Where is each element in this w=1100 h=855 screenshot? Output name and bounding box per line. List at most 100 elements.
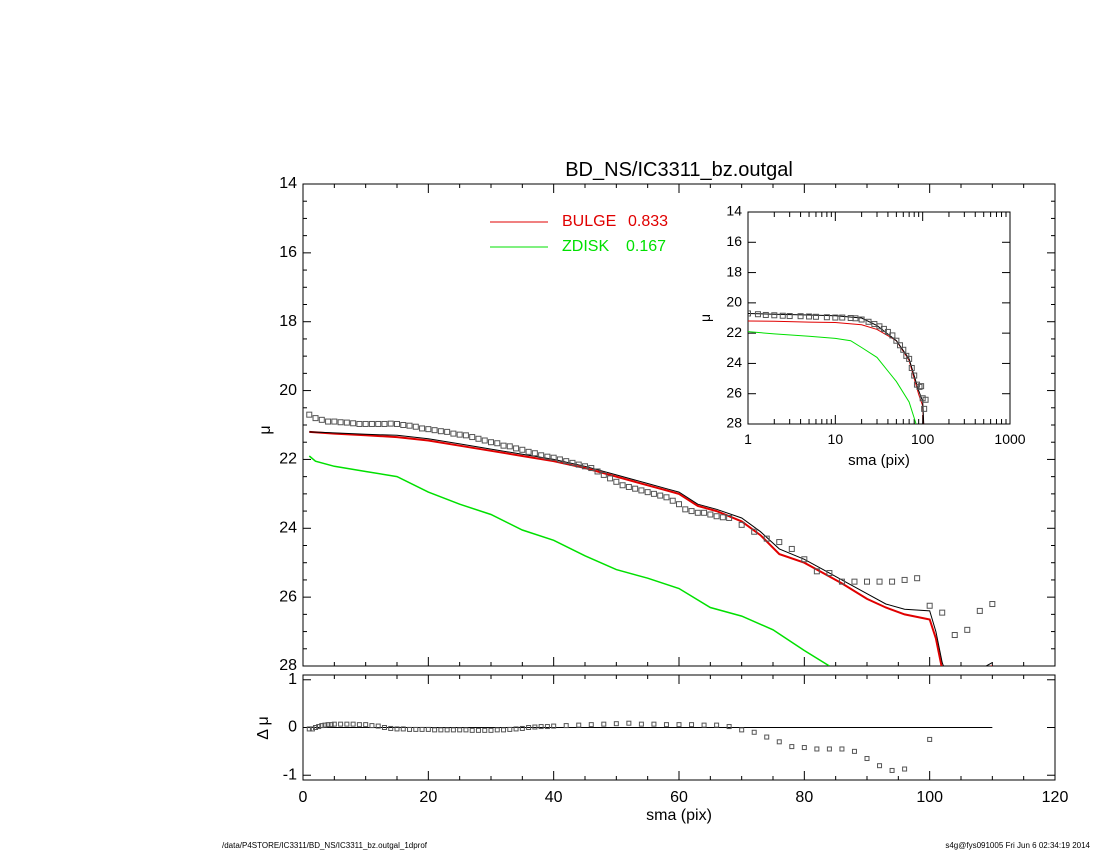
data-point (916, 383, 923, 390)
data-point (563, 458, 570, 465)
data-point (368, 420, 375, 427)
data-point (669, 497, 676, 504)
data-point (801, 745, 807, 751)
data-point (676, 722, 682, 728)
data-point (362, 420, 369, 427)
data-point (632, 485, 639, 492)
data-point (651, 721, 657, 727)
data-point (350, 721, 356, 727)
data-point (814, 746, 820, 752)
data-point (896, 342, 903, 349)
data-point (748, 310, 751, 317)
y-tick-label: 20 (726, 294, 742, 310)
data-point (475, 727, 481, 733)
data-point (475, 435, 482, 442)
data-point (356, 722, 362, 728)
data-point (407, 726, 413, 732)
y-tick-label: -1 (283, 766, 297, 783)
data-point (400, 422, 407, 428)
data-point (601, 721, 607, 727)
x-tick-label: 100 (916, 789, 943, 806)
data-point (494, 727, 500, 733)
legend-value-zdisk: 0.167 (626, 238, 666, 255)
data-point (356, 420, 363, 427)
data-point (388, 725, 394, 731)
data-point (482, 727, 488, 733)
y-tick-label: 22 (279, 451, 297, 468)
data-point (344, 721, 350, 727)
inset-series-group (748, 310, 929, 424)
data-point (751, 528, 758, 535)
legend-label-bulge: BULGE (562, 213, 616, 230)
data-point (762, 311, 769, 318)
data-point (644, 489, 651, 496)
data-point (939, 609, 946, 616)
data-point (328, 722, 334, 728)
residual-y-axis-label: Δ μ (255, 716, 272, 739)
main-y-axis-label: μ (257, 425, 274, 434)
data-point (739, 727, 745, 733)
data-point (325, 418, 332, 425)
data-point (437, 428, 444, 435)
data-point (506, 443, 513, 450)
residual-x-ticks: 0 20 40 60 80 100 120 (299, 675, 1068, 806)
data-point (839, 746, 845, 752)
data-point (375, 420, 382, 427)
data-point (394, 420, 400, 427)
data-point (779, 312, 786, 319)
main-x-ticks (302, 184, 1056, 666)
data-point (812, 313, 819, 320)
data-point (989, 601, 996, 608)
data-point (657, 492, 664, 499)
data-point (918, 383, 925, 390)
y-tick-label: 18 (279, 313, 297, 330)
data-point (901, 576, 908, 583)
data-point (319, 723, 325, 729)
series-2-line (309, 431, 993, 666)
y-tick-label: 28 (726, 415, 742, 431)
data-point (619, 482, 626, 489)
data-point (431, 427, 438, 434)
data-point (823, 314, 830, 321)
y-tick-label: 14 (726, 203, 742, 219)
data-point (322, 722, 328, 728)
y-tick-label: 20 (279, 382, 297, 399)
data-point (613, 478, 620, 485)
data-point (316, 724, 322, 730)
data-point (889, 767, 895, 773)
data-point (450, 727, 456, 733)
data-point (813, 568, 820, 575)
data-point (964, 626, 971, 633)
data-point (707, 511, 714, 518)
residual-x-axis-label: sma (pix) (646, 807, 712, 824)
data-point (569, 459, 576, 466)
x-tick-label: 20 (419, 789, 437, 806)
data-point (832, 314, 839, 321)
data-point (550, 454, 557, 461)
data-point (501, 727, 507, 733)
data-point (914, 575, 921, 582)
x-tick-label: 80 (795, 789, 813, 806)
residuals-panel: -101 0 20 40 60 80 100 120 Δ μ sma (pix) (255, 671, 1068, 824)
inset-plot-frame (747, 211, 1011, 425)
inset-y-axis-label: μ (697, 314, 713, 322)
data-point (650, 490, 657, 497)
data-point (306, 726, 312, 732)
data-point (412, 423, 419, 430)
y-tick-label: 26 (726, 384, 742, 400)
inset-x-axis-label: sma (pix) (848, 452, 910, 469)
inset-y-ticks: 14 16 18 20 22 24 26 28 (726, 203, 1010, 431)
data-point (764, 734, 770, 740)
data-point (676, 501, 682, 508)
data-point (381, 725, 387, 730)
data-point (526, 725, 532, 730)
data-point (419, 425, 426, 432)
data-point (852, 315, 859, 322)
data-point (889, 332, 896, 339)
data-point (625, 483, 632, 490)
data-point (876, 578, 883, 585)
data-point (525, 448, 532, 455)
legend-value-bulge: 0.833 (628, 213, 668, 230)
data-point (519, 725, 525, 731)
